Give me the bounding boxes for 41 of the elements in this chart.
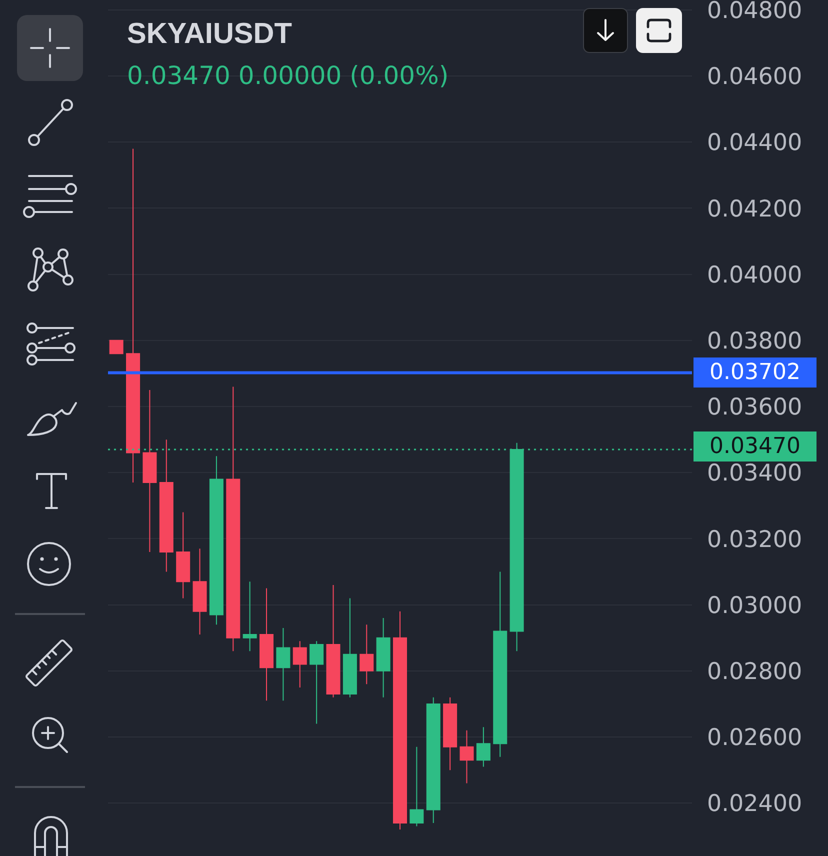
candlestick	[209, 456, 224, 626]
y-tick-label: 0.03400	[707, 460, 802, 487]
candlestick	[493, 571, 508, 758]
y-tick-label: 0.02600	[707, 725, 802, 752]
candlestick	[443, 696, 458, 771]
candlestick	[292, 640, 307, 688]
y-tick-label: 0.03600	[707, 394, 802, 421]
candlestick	[392, 610, 408, 830]
candlestick	[109, 340, 124, 354]
y-tick-label: 0.04600	[707, 64, 802, 90]
candlestick	[276, 627, 290, 702]
candlestick	[376, 618, 390, 698]
text: 0.03470 0.00000 (0.00%)	[127, 61, 449, 90]
candlestick	[159, 439, 174, 572]
candlestick	[310, 640, 324, 724]
candlestick	[342, 598, 357, 698]
y-tick-label: 0.03000	[707, 592, 802, 619]
candlestick	[460, 730, 474, 784]
candlestick	[142, 389, 157, 552]
y-tick-label: 0.04200	[707, 196, 802, 222]
candlestick	[426, 696, 440, 824]
candlestick	[226, 386, 240, 652]
candlestick	[260, 588, 274, 702]
candlestick	[326, 584, 340, 698]
candlestick	[242, 581, 257, 652]
candlestick	[176, 512, 190, 599]
candlestick	[192, 548, 207, 636]
y-tick-label: 0.04400	[707, 130, 802, 156]
candlestick	[360, 624, 374, 685]
text: SKYAIUSDT	[127, 18, 292, 50]
ref-line-label: 0.03470	[710, 434, 800, 459]
y-tick-label: 0.04800	[707, 0, 802, 24]
y-tick-label: 0.03200	[707, 526, 802, 553]
y-tick-label: 0.02400	[707, 791, 802, 818]
ref-line-label: 0.03702	[710, 360, 800, 385]
candlestick	[126, 148, 140, 484]
candlestick	[410, 746, 424, 827]
y-tick-label: 0.03800	[707, 328, 802, 354]
y-tick-label: 0.04000	[707, 262, 802, 288]
candlestick	[476, 726, 490, 768]
y-tick-label: 0.02800	[707, 658, 802, 685]
